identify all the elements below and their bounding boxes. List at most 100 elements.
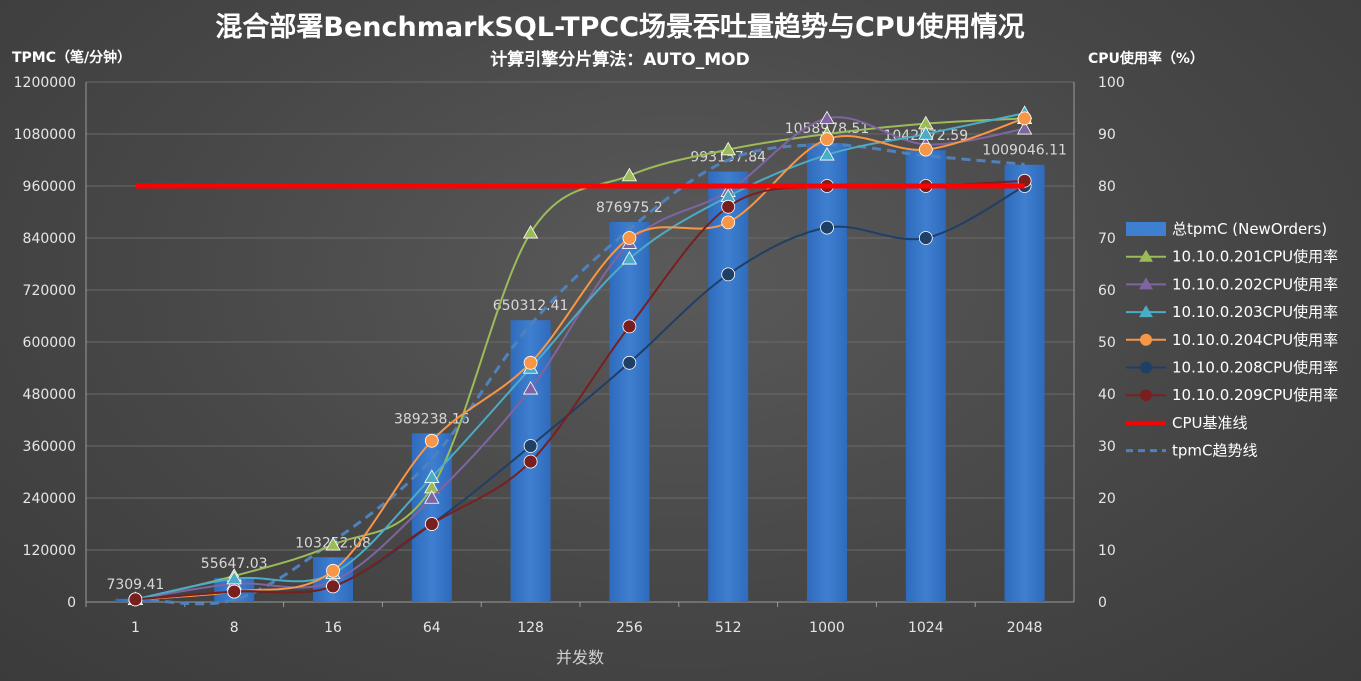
series-line [135, 185, 1026, 601]
legend-label: CPU基准线 [1172, 414, 1248, 432]
series-point [621, 167, 638, 182]
series-10.10.0.204CPU使用率 [128, 111, 1032, 607]
y-tick-label: 840000 [23, 231, 76, 247]
bar [1004, 164, 1045, 602]
y-tick-label: 600000 [23, 335, 76, 351]
series-point [424, 433, 439, 448]
legend-item: CPU基准线 [1126, 414, 1248, 432]
series-point [523, 439, 538, 453]
series-point [622, 355, 637, 370]
series-point [721, 199, 736, 214]
legend-label: tpmC趋势线 [1172, 442, 1258, 460]
series-point [325, 536, 341, 551]
series-point [522, 224, 539, 239]
series-point [227, 584, 242, 599]
bar-data-label: 7309.41 [106, 577, 164, 593]
y2-tick-label: 10 [1098, 543, 1116, 559]
series-point [819, 146, 835, 161]
series-point [326, 579, 340, 594]
series-10.10.0.208CPU使用率 [128, 179, 1032, 607]
x-tick-label: 1024 [908, 620, 944, 636]
y-tick-label: 480000 [23, 387, 76, 403]
y-tick-label: 0 [67, 595, 76, 611]
x-tick-label: 8 [230, 620, 239, 636]
series-point [326, 563, 340, 578]
bar [905, 150, 946, 602]
x-tick-label: 128 [517, 620, 544, 636]
legend-label: 10.10.0.201CPU使用率 [1172, 248, 1338, 266]
x-tick-label: 1 [131, 620, 140, 636]
legend-marker [1139, 277, 1153, 290]
trendline [135, 143, 1025, 606]
legend-marker [1140, 389, 1152, 402]
legend-item: tpmC趋势线 [1126, 442, 1258, 460]
legend-item: 10.10.0.204CPU使用率 [1126, 331, 1338, 349]
y-tick-label: 240000 [23, 491, 76, 507]
series-point [523, 355, 538, 370]
series-point [819, 110, 835, 125]
series-line [135, 117, 1025, 601]
legend-marker [1140, 361, 1152, 374]
series-point [424, 517, 439, 531]
series-point [621, 250, 638, 265]
chart-subtitle: 计算引擎分片算法：AUTO_MOD [490, 49, 749, 70]
series-point [918, 231, 933, 245]
legend-marker [1139, 305, 1153, 318]
y2-tick-label: 50 [1098, 335, 1116, 351]
series-point [720, 141, 736, 156]
series-point [622, 319, 637, 334]
series-point [721, 215, 736, 230]
legend-item: 10.10.0.209CPU使用率 [1126, 386, 1338, 404]
series-10.10.0.203CPU使用率 [127, 105, 1033, 606]
x-axis-label: 并发数 [556, 648, 604, 667]
bar-data-label: 876975.2 [596, 200, 663, 216]
series-line [135, 112, 1025, 601]
y-tick-label: 720000 [23, 283, 76, 299]
bar-data-label: 1009046.11 [982, 143, 1067, 159]
y-tick-label: 960000 [23, 179, 76, 195]
y2-tick-label: 60 [1098, 283, 1116, 299]
y2-tick-label: 100 [1098, 75, 1125, 91]
x-tick-label: 64 [423, 620, 441, 636]
legend-label: 10.10.0.203CPU使用率 [1172, 303, 1338, 321]
series-point [128, 592, 143, 607]
series-point [1016, 120, 1033, 135]
y-axis-label: TPMC（笔/分钟） [12, 49, 131, 66]
bar [609, 221, 650, 602]
y2-tick-label: 80 [1098, 179, 1116, 195]
y2-axis-label: CPU使用率（%） [1088, 50, 1204, 67]
series-line [135, 117, 1025, 601]
bar-data-label: 389238.16 [394, 411, 470, 427]
series-point [918, 142, 933, 157]
y2-tick-label: 40 [1098, 387, 1116, 403]
x-tick-label: 1000 [809, 620, 845, 636]
series-10.10.0.209CPU使用率 [128, 173, 1032, 607]
series-point [424, 469, 440, 483]
legend-swatch [1126, 222, 1166, 236]
series-point [523, 454, 538, 469]
series-point [1017, 111, 1032, 126]
series-point [918, 126, 934, 140]
legend-label: 10.10.0.209CPU使用率 [1172, 386, 1338, 404]
legend-item: 10.10.0.203CPU使用率 [1126, 303, 1338, 321]
x-tick-label: 512 [715, 620, 742, 636]
chart-title: 混合部署BenchmarkSQL-TPCC场景吞吐量趋势与CPU使用情况 [215, 11, 1024, 43]
legend-marker [1139, 249, 1153, 262]
legend-label: 10.10.0.208CPU使用率 [1172, 359, 1338, 377]
x-tick-label: 2048 [1007, 620, 1043, 636]
y-tick-label: 1200000 [14, 75, 76, 91]
legend-item: 10.10.0.202CPU使用率 [1126, 275, 1338, 293]
legend-label: 总tpmC (NewOrders) [1172, 220, 1327, 238]
bar-data-label: 650312.41 [493, 298, 569, 314]
y2-tick-label: 30 [1098, 439, 1116, 455]
series-point [622, 231, 637, 245]
y-tick-label: 120000 [23, 543, 76, 559]
legend-item: 10.10.0.201CPU使用率 [1126, 248, 1338, 266]
series-point [721, 267, 736, 282]
series-point [226, 570, 242, 585]
bar-data-label: 55647.03 [201, 556, 268, 572]
series-point [820, 220, 834, 235]
bar [708, 171, 749, 603]
legend-marker [1140, 333, 1152, 346]
